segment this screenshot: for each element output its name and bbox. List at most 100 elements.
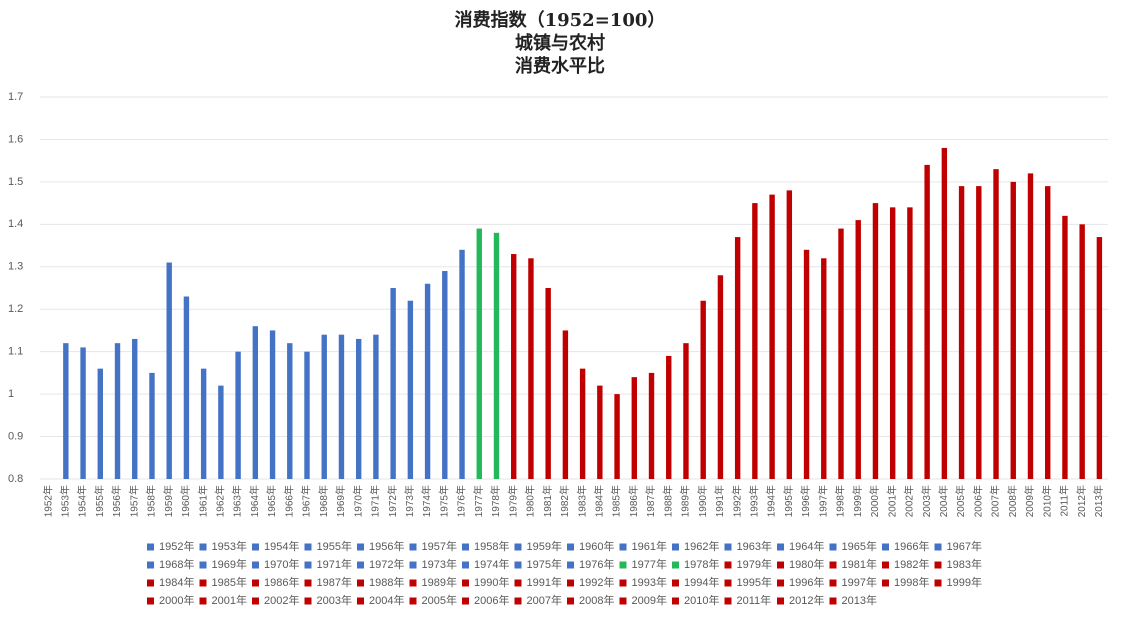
bar [924,164,930,479]
bar [562,330,569,479]
x-tick-label: 1986年 [627,485,640,517]
legend-label: 1992年 [579,575,614,589]
legend-swatch [672,543,679,551]
legend-label: 1958年 [474,539,509,553]
bar [993,169,999,479]
x-tick-label: 1978年 [489,485,502,517]
x-tick-label: 2012年 [1075,485,1088,517]
bar [545,288,551,479]
bar [321,334,327,479]
legend-swatch [882,579,889,587]
x-tick-label: 1990年 [696,485,709,517]
legend-label: 1959年 [527,539,562,553]
legend-swatch [514,561,522,569]
legend-swatch [199,579,207,587]
x-tick-label: 1975年 [437,485,450,517]
bar [752,203,758,479]
legend-label: 1966年 [894,539,929,553]
bar [63,343,69,479]
legend-label: 1957年 [422,539,457,553]
y-tick-label: 1.2 [8,303,23,315]
bar [476,228,482,479]
legend-label: 2004年 [369,593,404,607]
x-tick-label: 1977年 [472,485,485,517]
legend-swatch [252,543,259,551]
x-tick-label: 1966年 [282,485,295,517]
bar [1096,237,1103,479]
legend-label: 2013年 [842,593,877,607]
x-tick-label: 1997年 [816,485,829,517]
legend-label: 1962年 [684,539,719,553]
y-tick-label: 1.5 [8,176,23,188]
legend-label: 1956年 [369,539,404,553]
x-tick-label: 1995年 [782,485,795,517]
legend-label: 1985年 [212,575,247,589]
bar [855,220,861,480]
legend-swatch [147,597,154,605]
bar [958,186,965,479]
legend-swatch [304,579,312,587]
bar [355,338,362,479]
legend-swatch [304,543,312,551]
legend-label: 1991年 [527,575,562,589]
legend-swatch [934,579,942,587]
bar [287,343,293,479]
x-tick-label: 1954年 [76,485,89,517]
legend-swatch [724,543,732,551]
x-tick-label: 1956年 [110,485,123,517]
x-tick-label: 1979年 [506,485,519,517]
chart-title: 城镇与农村 [515,32,605,54]
legend-swatch [199,561,207,569]
legend-label: 1984年 [159,575,194,589]
x-tick-label: 1965年 [265,485,278,517]
bar [132,338,138,479]
legend-swatch [462,561,469,569]
legend-swatch [199,597,207,605]
y-tick-label: 1.3 [8,261,23,273]
x-tick-label: 2008年 [1006,485,1019,517]
bar [597,385,603,479]
y-tick-label: 0.8 [8,473,23,485]
legend-swatch [252,597,259,605]
legend-swatch [619,543,627,551]
legend-label: 1971年 [317,557,352,571]
legend-swatch [252,561,259,569]
legend-label: 1970年 [264,557,299,571]
x-tick-label: 1983年 [575,485,588,517]
legend-swatch [462,543,469,551]
bar [200,368,207,479]
legend-label: 2012年 [789,593,824,607]
x-tick-label: 2007年 [989,485,1002,517]
bar [424,283,431,479]
bar [1045,186,1051,479]
legend-label: 1989年 [422,575,457,589]
bar [614,394,620,479]
legend-label: 1967年 [947,539,982,553]
legend-swatch [357,543,364,551]
x-tick-label: 1958年 [145,485,158,517]
legend-swatch [882,561,889,569]
legend-label: 1965年 [842,539,877,553]
legend-label: 1961年 [632,539,667,553]
bar [235,351,241,479]
legend-label: 1968年 [159,557,194,571]
bar [373,334,379,479]
x-tick-label: 2009年 [1023,485,1036,517]
legend-label: 1975年 [527,557,562,571]
bar [269,330,276,479]
bar [390,288,396,479]
legend-swatch [514,597,522,605]
legend-label: 2000年 [159,593,194,607]
y-tick-label: 1.4 [8,218,23,230]
legend-swatch [934,543,942,551]
x-tick-label: 1973年 [403,485,416,517]
legend-label: 1973年 [422,557,457,571]
bar [907,207,913,479]
legend-swatch [672,597,679,605]
legend-label: 1986年 [264,575,299,589]
legend-label: 1954年 [264,539,299,553]
legend-label: 1980年 [789,557,824,571]
legend-swatch [724,561,732,569]
legend-label: 1995年 [737,575,772,589]
